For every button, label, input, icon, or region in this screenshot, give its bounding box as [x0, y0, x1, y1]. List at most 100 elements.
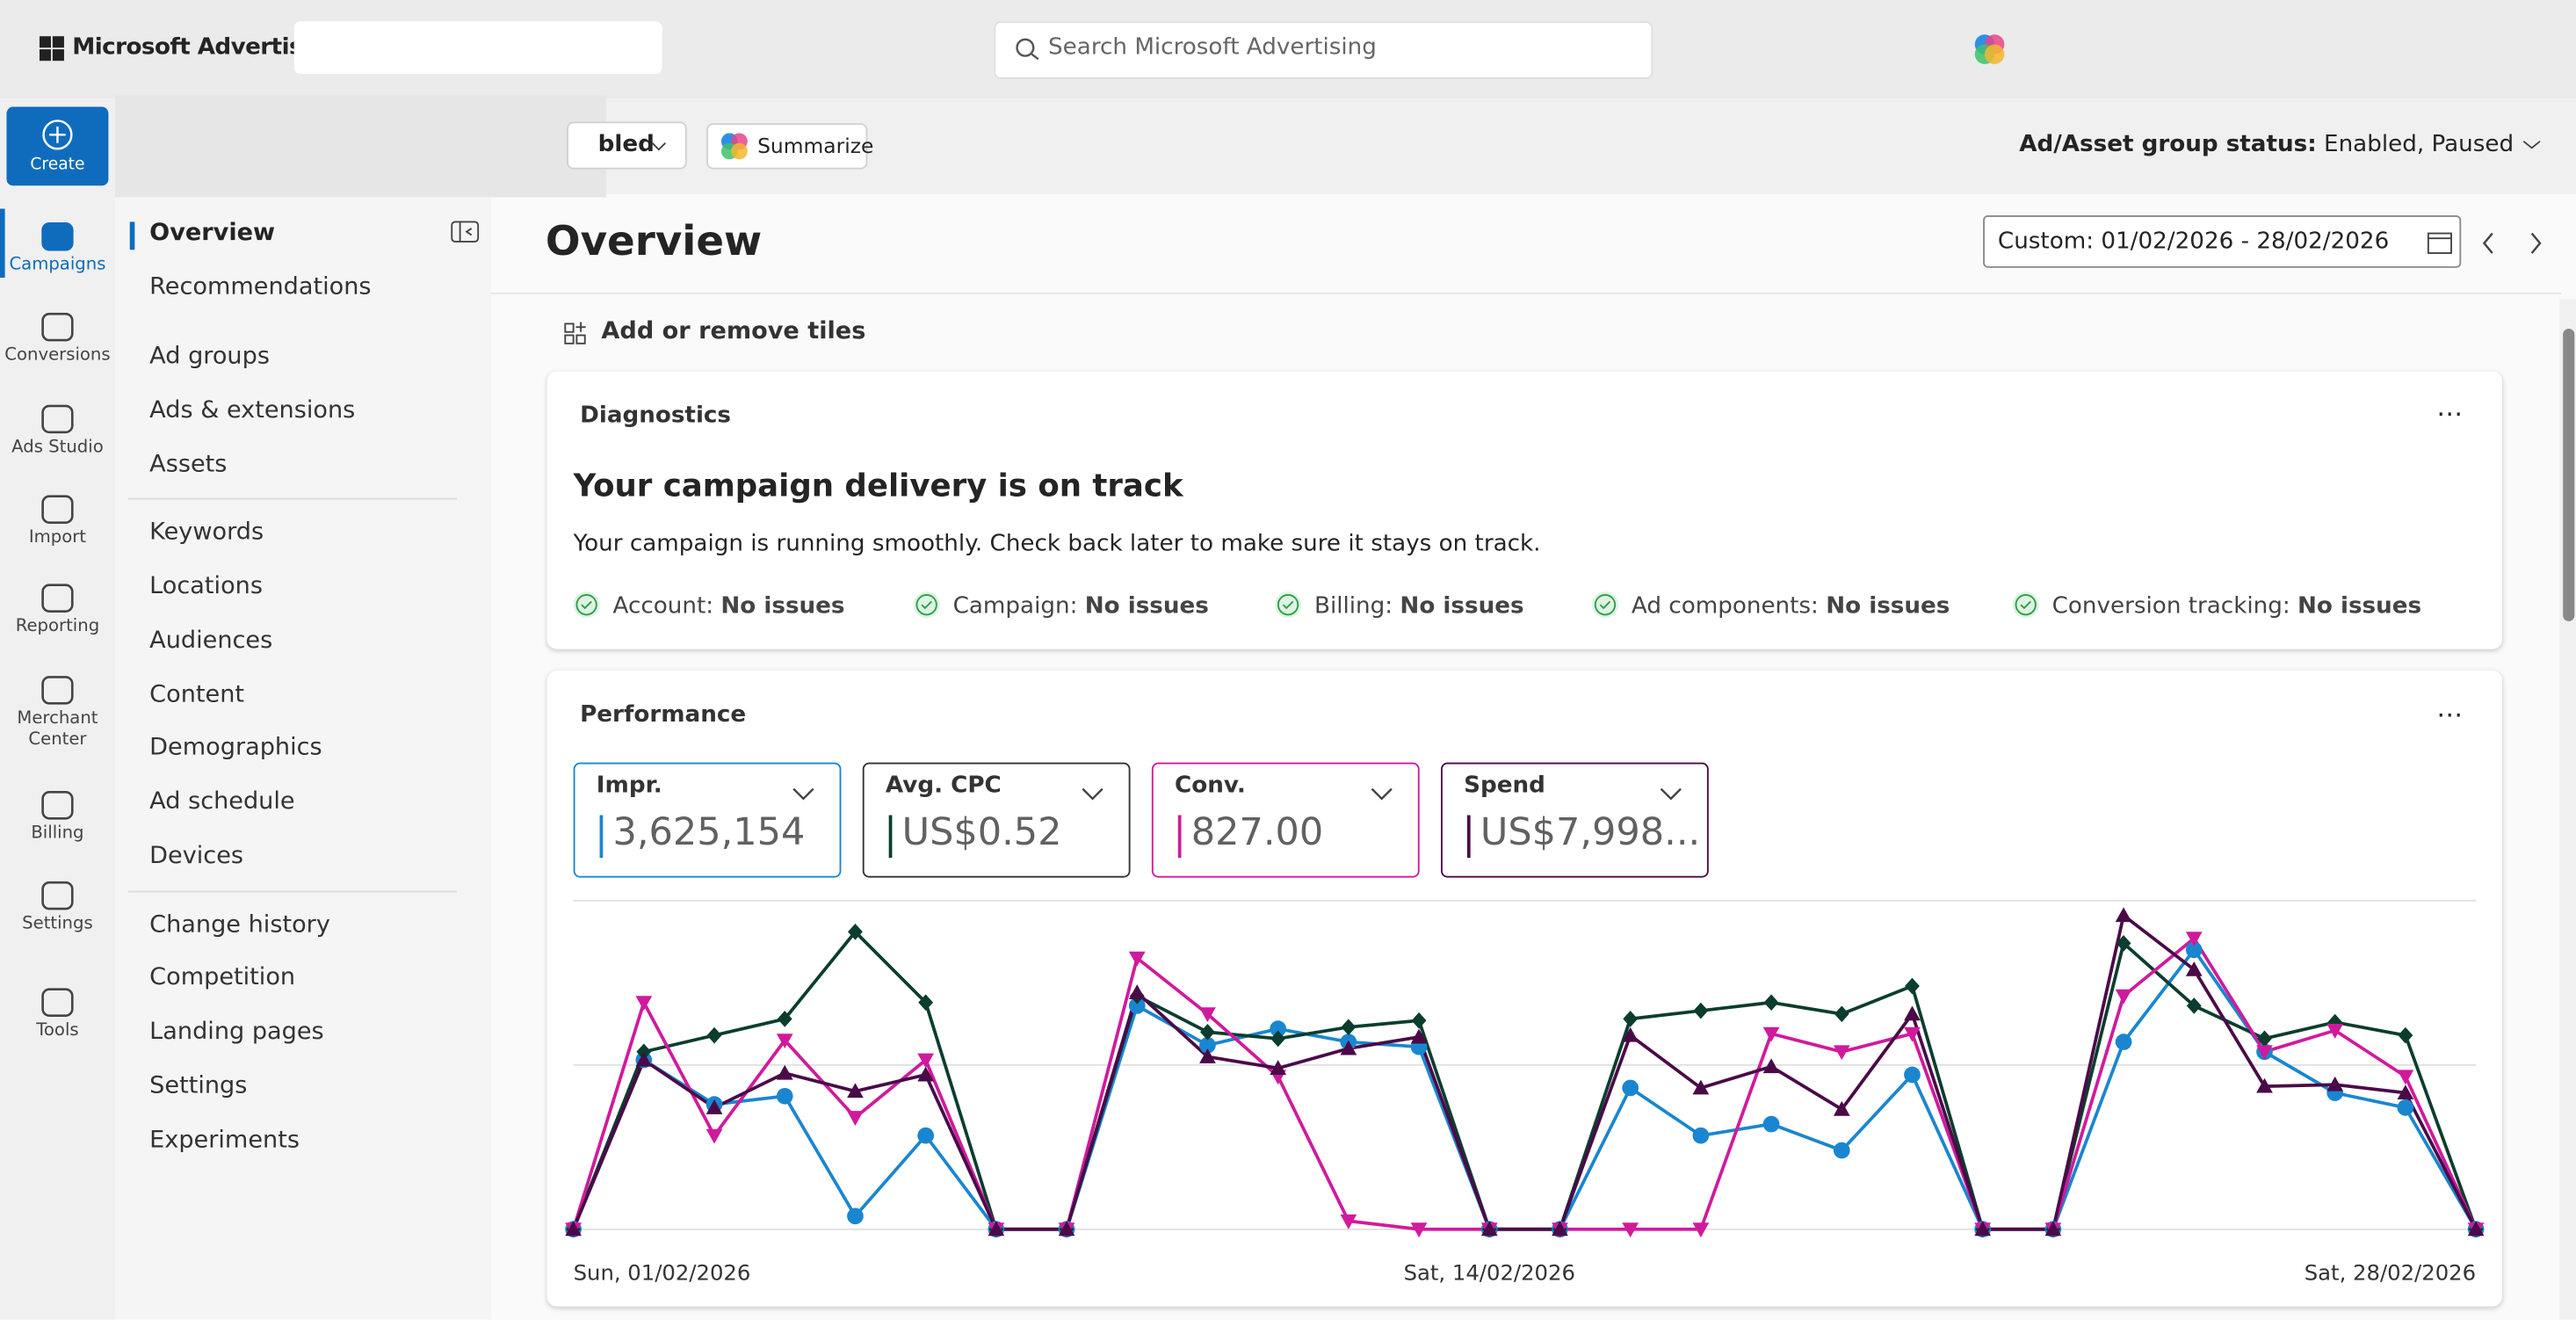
point	[1340, 1214, 1357, 1229]
sub-nav-item[interactable]: Change history	[149, 911, 330, 939]
sub-nav-item[interactable]: Landing pages	[149, 1019, 324, 1046]
sub-nav-item[interactable]: Locations	[149, 573, 263, 600]
filter-button[interactable]	[567, 121, 687, 170]
sub-nav-item[interactable]: Competition	[149, 964, 296, 991]
metric-swatch	[1177, 815, 1182, 859]
sub-nav	[114, 197, 492, 1320]
date-picker[interactable]	[1983, 214, 2462, 268]
chevron	[792, 778, 814, 809]
active-indicator	[0, 208, 5, 279]
check-label: Billing:	[1314, 593, 1393, 620]
point	[635, 996, 653, 1012]
point	[988, 1221, 1005, 1237]
point	[706, 1026, 722, 1044]
date-nav[interactable]	[2476, 230, 2548, 257]
rail-item[interactable]: Ads Studio	[11, 437, 104, 457]
check-status: No issues	[1826, 593, 1950, 620]
sub-nav-item[interactable]: Ad schedule	[149, 788, 295, 816]
rail-item[interactable]: Billing	[31, 823, 84, 844]
check-icon	[2012, 591, 2039, 619]
sub-nav-item[interactable]: Recommendations	[149, 274, 372, 301]
chevron	[651, 142, 667, 151]
point	[2256, 1077, 2273, 1093]
copilot-icon[interactable]	[1973, 33, 2006, 65]
status-filter[interactable]: Ad/Asset group status: Enabled, Paused	[2019, 132, 2514, 158]
rail-item[interactable]: Reporting	[15, 616, 100, 636]
scroll-thumb[interactable]	[2563, 329, 2575, 621]
date-range: Custom: 01/02/2026 - 28/02/2026	[1997, 228, 2390, 255]
metric-card[interactable]	[862, 762, 1131, 878]
metric-card[interactable]	[1151, 762, 1420, 878]
point	[1904, 1026, 1921, 1042]
collapse-icon[interactable]	[450, 221, 480, 243]
rail-item[interactable]: Settings	[22, 913, 93, 934]
sub-nav-item[interactable]: Keywords	[149, 519, 264, 546]
check-label: Campaign:	[952, 593, 1078, 620]
point	[1410, 1222, 1428, 1238]
point	[2326, 1024, 2344, 1039]
sub-nav-item[interactable]: Experiments	[149, 1127, 300, 1154]
metric-swatch	[1466, 815, 1471, 859]
more-button[interactable]: ⋯	[2436, 397, 2464, 430]
metric-card[interactable]	[1440, 762, 1709, 878]
sub-nav-item[interactable]: Settings	[149, 1073, 248, 1100]
check: Conversion tracking: No issues	[2052, 593, 2421, 620]
sub-nav-item[interactable]: Ad groups	[149, 343, 270, 370]
point	[777, 1011, 792, 1027]
check-icon	[1275, 591, 1302, 619]
rail-item[interactable]: Merchant Center	[17, 707, 98, 750]
rail-icon	[41, 791, 74, 820]
point	[847, 1208, 864, 1225]
point	[2115, 989, 2132, 1005]
check-status: No issues	[720, 593, 845, 620]
point	[2257, 1030, 2272, 1048]
point	[1270, 1020, 1287, 1037]
check-icon	[1592, 591, 1618, 619]
separator	[127, 497, 457, 500]
add-tiles[interactable]: Add or remove tiles	[601, 318, 866, 345]
diagnostics-title: Diagnostics	[580, 403, 732, 430]
point	[2256, 1045, 2273, 1061]
point	[635, 1051, 653, 1067]
rail-icon	[41, 312, 74, 342]
sub-nav-item[interactable]: Devices	[149, 843, 244, 870]
point	[1693, 1002, 1709, 1019]
sub-nav-item[interactable]: Demographics	[149, 734, 322, 761]
point	[1692, 1127, 1710, 1144]
rail-item[interactable]: Conversions	[4, 345, 111, 366]
create-icon	[42, 120, 73, 150]
sub-nav-item[interactable]: Audiences	[149, 627, 273, 655]
overlay	[114, 95, 607, 198]
point	[2397, 1084, 2414, 1100]
sub-nav-item[interactable]: Content	[149, 682, 245, 708]
sub-nav-item[interactable]: Ads & extensions	[149, 397, 356, 424]
point	[1128, 951, 1146, 967]
rail-item[interactable]: Campaigns	[9, 254, 106, 275]
rail-icon	[41, 881, 74, 910]
sub-nav-item[interactable]: Overview	[149, 220, 276, 247]
x-tick-label: Sat, 28/02/2026	[2305, 1260, 2476, 1286]
metric-card[interactable]	[573, 762, 842, 878]
point	[2326, 1076, 2344, 1092]
check-label: Conversion tracking:	[2051, 593, 2290, 620]
metric-value: 827.00	[1190, 811, 1324, 855]
check-icon	[913, 591, 940, 619]
sub-nav-item[interactable]: Assets	[149, 452, 228, 479]
point	[1833, 1142, 1850, 1159]
account-picker[interactable]	[293, 21, 662, 75]
metric-value: US$7,998...	[1480, 811, 1701, 855]
rail-item[interactable]: Import	[28, 527, 87, 548]
rail-item[interactable]: Tools	[36, 1020, 79, 1041]
more-button[interactable]: ⋯	[2436, 698, 2464, 730]
point	[1622, 1079, 1639, 1097]
point	[1905, 977, 1920, 995]
point	[706, 1128, 723, 1144]
point	[1341, 1019, 1357, 1036]
check-status: No issues	[1400, 593, 1524, 620]
search-box[interactable]	[994, 21, 1653, 79]
point	[1410, 1028, 1428, 1044]
rail-icon	[41, 676, 74, 705]
chevron	[1371, 778, 1393, 809]
point	[847, 1111, 864, 1126]
point	[917, 1066, 934, 1082]
